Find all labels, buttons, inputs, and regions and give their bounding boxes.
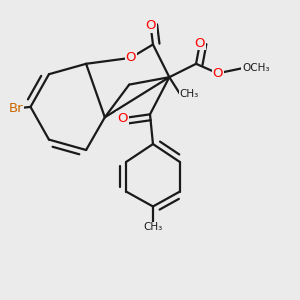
Text: O: O bbox=[212, 67, 223, 80]
Text: CH₃: CH₃ bbox=[180, 88, 199, 98]
Text: OCH₃: OCH₃ bbox=[242, 63, 270, 73]
Text: O: O bbox=[145, 19, 156, 32]
Text: CH₃: CH₃ bbox=[143, 222, 163, 232]
Text: O: O bbox=[117, 112, 128, 125]
Text: Br: Br bbox=[9, 102, 24, 115]
Text: O: O bbox=[195, 37, 205, 50]
Text: O: O bbox=[125, 51, 136, 64]
